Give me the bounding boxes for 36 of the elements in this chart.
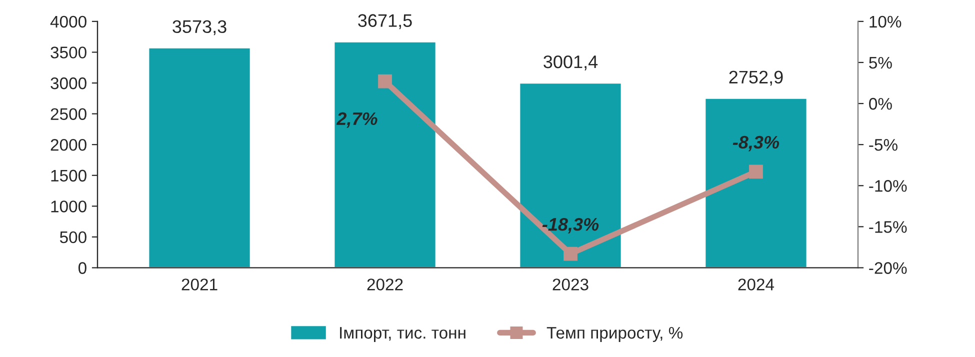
data-label: -18,3% bbox=[542, 218, 599, 234]
data-label: 3001,4 bbox=[544, 55, 598, 70]
y2-tick-label: 0% bbox=[869, 98, 892, 110]
data-label: 2752,9 bbox=[729, 70, 783, 86]
bar bbox=[148, 47, 252, 268]
y-tick-label: 500 bbox=[60, 231, 86, 244]
data-label: 3573,3 bbox=[172, 20, 226, 36]
y-tick-label: 3500 bbox=[50, 46, 86, 58]
legend-label: Темп приросту, % bbox=[546, 326, 683, 342]
y2-tick-label: -15% bbox=[869, 221, 907, 233]
y2-tick-label: 10% bbox=[870, 16, 902, 28]
data-label: 2,7% bbox=[336, 112, 378, 128]
y-tick-label: 2000 bbox=[50, 138, 86, 151]
bar bbox=[704, 98, 808, 268]
y2-tick-label: -5% bbox=[869, 139, 898, 151]
y-tick-label: 2500 bbox=[50, 108, 86, 120]
y-tick-label: 1500 bbox=[51, 170, 86, 182]
point bbox=[378, 74, 392, 88]
y2-tick-label: 5% bbox=[869, 56, 892, 69]
y-tick-label: 4000 bbox=[50, 16, 86, 28]
x-tick-label: 2024 bbox=[738, 278, 774, 290]
point bbox=[749, 164, 763, 179]
x-tick-label: 2021 bbox=[182, 278, 218, 290]
y-tick-label: 0 bbox=[78, 262, 86, 274]
y-tick-label: 1000 bbox=[51, 200, 86, 212]
point bbox=[564, 246, 578, 261]
x-tick-label: 2022 bbox=[367, 278, 403, 290]
y2-tick-label: -20% bbox=[869, 262, 907, 274]
data-label: -8,3% bbox=[732, 136, 780, 152]
bar bbox=[518, 82, 622, 268]
data-label: 3671,5 bbox=[358, 14, 412, 30]
legend-label: Імпорт, тис. тонн bbox=[340, 327, 466, 342]
y2-tick-label: -10% bbox=[869, 180, 907, 192]
y-tick-label: 3000 bbox=[50, 77, 86, 90]
x-tick-label: 2023 bbox=[552, 278, 588, 290]
bar bbox=[333, 40, 437, 268]
